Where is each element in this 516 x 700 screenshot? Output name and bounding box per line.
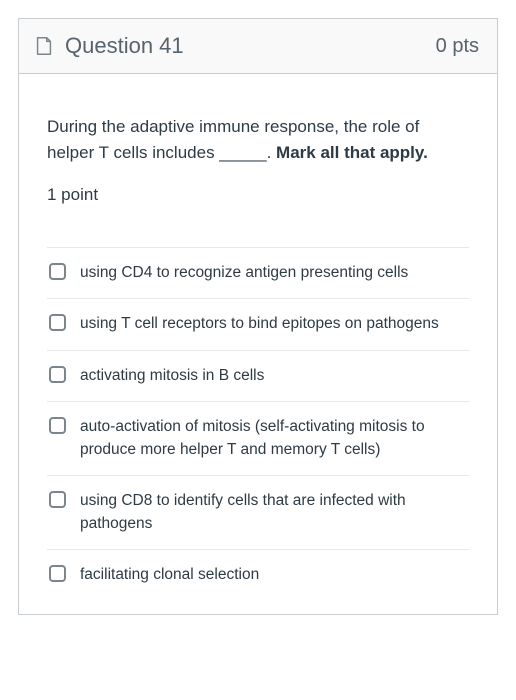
option-label: activating mitosis in B cells: [80, 365, 264, 387]
option-label: auto-activation of mitosis (self-activat…: [80, 416, 469, 461]
question-body: During the adaptive immune response, the…: [19, 74, 497, 614]
options-list: using CD4 to recognize antigen presentin…: [47, 247, 469, 591]
option-label: using CD4 to recognize antigen presentin…: [80, 262, 408, 284]
question-points: 0 pts: [436, 35, 479, 58]
checkbox[interactable]: [49, 417, 66, 434]
question-title: Question 41: [65, 33, 436, 59]
checkbox[interactable]: [49, 314, 66, 331]
option-row[interactable]: using CD8 to identify cells that are inf…: [47, 475, 469, 549]
option-row[interactable]: using T cell receptors to bind epitopes …: [47, 298, 469, 349]
checkbox[interactable]: [49, 366, 66, 383]
stem-bold: Mark all that apply.: [276, 143, 428, 162]
option-row[interactable]: facilitating clonal selection: [47, 549, 469, 590]
question-stem: During the adaptive immune response, the…: [47, 114, 469, 167]
option-label: using T cell receptors to bind epitopes …: [80, 313, 439, 335]
checkbox[interactable]: [49, 565, 66, 582]
option-row[interactable]: using CD4 to recognize antigen presentin…: [47, 247, 469, 298]
checkbox[interactable]: [49, 263, 66, 280]
option-row[interactable]: auto-activation of mitosis (self-activat…: [47, 401, 469, 475]
option-label: using CD8 to identify cells that are inf…: [80, 490, 469, 535]
page-outline-icon: [33, 35, 55, 57]
option-label: facilitating clonal selection: [80, 564, 259, 586]
question-point-value: 1 point: [47, 185, 469, 205]
question-header: Question 41 0 pts: [19, 19, 497, 74]
option-row[interactable]: activating mitosis in B cells: [47, 350, 469, 401]
question-card: Question 41 0 pts During the adaptive im…: [18, 18, 498, 615]
checkbox[interactable]: [49, 491, 66, 508]
